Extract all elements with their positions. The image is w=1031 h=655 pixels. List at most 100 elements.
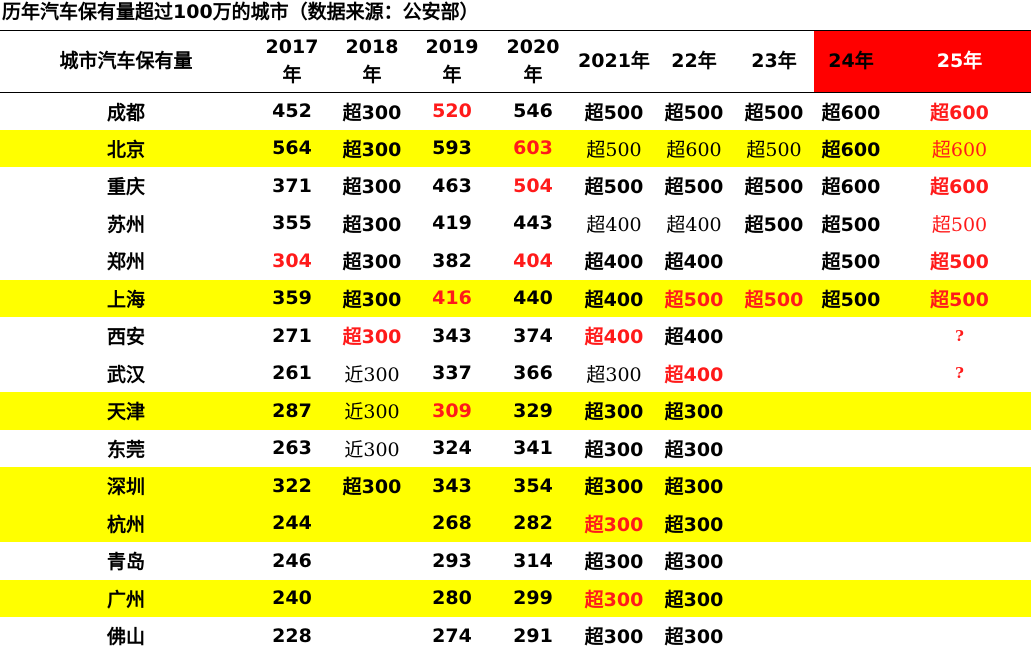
value-cell: 超300 — [574, 467, 654, 505]
value-cell: 440 — [492, 279, 574, 317]
table-row: 西安 271 超300 343 374 超400 超400? — [0, 317, 1031, 355]
value-cell: 超500 — [814, 279, 888, 317]
value-cell: 超300 — [342, 176, 402, 199]
value-cell: 超300 — [342, 326, 402, 349]
value-cell: 超600 — [821, 176, 881, 199]
table-row: 东莞 263 近300 324 341 超300 超300 — [0, 430, 1031, 468]
value-cell: 382 — [432, 249, 472, 272]
table-row: 青岛 246 293 314 超300 超300 — [0, 542, 1031, 580]
value-cell: 416 — [412, 279, 492, 317]
city-name-cell: 重庆 — [106, 176, 145, 199]
value-cell: 超600 — [814, 129, 888, 167]
value-cell: 近300 — [332, 392, 412, 430]
value-cell — [332, 617, 412, 655]
value-cell — [734, 617, 814, 655]
table-row: 成都 452 超300 520 546 超500 超500 超500 超600 超600 — [0, 92, 1031, 130]
header-2019: 2019 年 — [412, 31, 492, 93]
table-row: 深圳 322 超300 343 354 超300 超300 — [0, 467, 1031, 505]
value-cell: 超500 — [888, 279, 1031, 317]
city-name-cell: 广州 — [0, 579, 252, 617]
value-cell: 超500 — [584, 101, 644, 124]
city-name-cell: 成都 — [106, 101, 145, 124]
value-cell: 287 — [252, 392, 332, 430]
value-cell: 超400 — [664, 363, 724, 386]
city-name-cell: 杭州 — [0, 504, 252, 542]
value-cell: 超300 — [664, 551, 724, 574]
value-cell: 244 — [252, 504, 332, 542]
value-cell — [734, 355, 814, 393]
table-row: 天津 287 近300 309 329 超300 超300 — [0, 392, 1031, 430]
value-cell: 263 — [272, 437, 312, 460]
city-name-cell: 天津 — [0, 392, 252, 430]
value-cell: 337 — [432, 362, 472, 385]
city-name-cell: 东莞 — [106, 438, 145, 461]
value-cell: 超300 — [574, 579, 654, 617]
city-name-cell: 武汉 — [106, 363, 145, 386]
value-cell — [888, 617, 1031, 655]
value-cell: 超300 — [574, 392, 654, 430]
value-cell: 超300 — [332, 129, 412, 167]
city-name-cell: 上海 — [0, 279, 252, 317]
header-24-label: 24年 — [828, 50, 874, 73]
table-row: 佛山 228 274 291 超300 超300 — [0, 617, 1031, 655]
value-cell: 228 — [272, 624, 312, 647]
value-cell: 超500 — [584, 176, 644, 199]
header-2017: 2017 年 — [252, 31, 332, 93]
city-name-cell: 青岛 — [106, 551, 145, 574]
header-22: 22年 — [654, 31, 734, 93]
value-cell: 超400 — [584, 251, 644, 274]
value-cell: 超500 — [654, 279, 734, 317]
value-cell: 322 — [252, 467, 332, 505]
value-cell: 354 — [492, 467, 574, 505]
city-name-cell: 苏州 — [106, 213, 145, 236]
value-cell: 374 — [513, 324, 553, 347]
value-cell: 超500 — [574, 129, 654, 167]
car-ownership-table: 城市汽车保有量 2017 年 2018 年 2019 年 2020 年 2021… — [0, 31, 1031, 655]
value-cell: 341 — [513, 437, 553, 460]
value-cell: 366 — [513, 362, 553, 385]
value-cell: 261 — [272, 362, 312, 385]
value-cell: 超300 — [332, 279, 412, 317]
value-cell: 299 — [492, 579, 574, 617]
value-cell: 超300 — [654, 467, 734, 505]
value-cell: 314 — [513, 549, 553, 572]
value-cell: 超600 — [888, 129, 1031, 167]
value-cell — [734, 317, 814, 355]
value-cell: 近300 — [344, 363, 400, 386]
value-cell: 超500 — [931, 213, 988, 236]
table-row: 重庆 371 超300 463 504 超500 超500 超500 超600 超600 — [0, 167, 1031, 205]
value-cell: 超300 — [342, 213, 402, 236]
value-cell: 593 — [412, 129, 492, 167]
value-cell — [814, 504, 888, 542]
value-cell: 超500 — [744, 101, 804, 124]
header-row: 城市汽车保有量 2017 年 2018 年 2019 年 2020 年 2021… — [0, 31, 1031, 93]
value-cell: 超300 — [664, 438, 724, 461]
value-cell: 452 — [272, 100, 312, 122]
city-name-cell: 佛山 — [106, 626, 145, 649]
header-25-label: 25年 — [936, 50, 983, 73]
city-name-cell: 北京 — [0, 129, 252, 167]
value-cell: 359 — [252, 279, 332, 317]
header-25: 25年 — [888, 31, 1031, 93]
value-cell: 超600 — [821, 101, 881, 124]
value-cell: 520 — [432, 100, 472, 122]
value-cell — [888, 542, 1031, 580]
value-cell: 343 — [432, 324, 472, 347]
value-cell — [814, 542, 888, 580]
value-cell: 超300 — [664, 626, 724, 649]
header-2021: 2021年 — [574, 31, 654, 93]
value-cell: 超400 — [664, 326, 724, 349]
value-cell: 329 — [492, 392, 574, 430]
value-cell: 546 — [513, 100, 553, 122]
table-row: 北京 564 超300 593 603 超500 超600 超500 超600 超600 — [0, 129, 1031, 167]
value-cell: 超400 — [666, 213, 722, 236]
value-cell — [734, 504, 814, 542]
value-cell: ? — [955, 326, 964, 345]
value-cell — [814, 430, 888, 468]
value-cell — [332, 542, 412, 580]
value-cell — [734, 430, 814, 468]
value-cell — [888, 467, 1031, 505]
value-cell: 240 — [252, 579, 332, 617]
table-row: 郑州 304 超300 382 404 超400 超400 超500 超500 — [0, 242, 1031, 280]
value-cell: 超300 — [342, 251, 402, 274]
